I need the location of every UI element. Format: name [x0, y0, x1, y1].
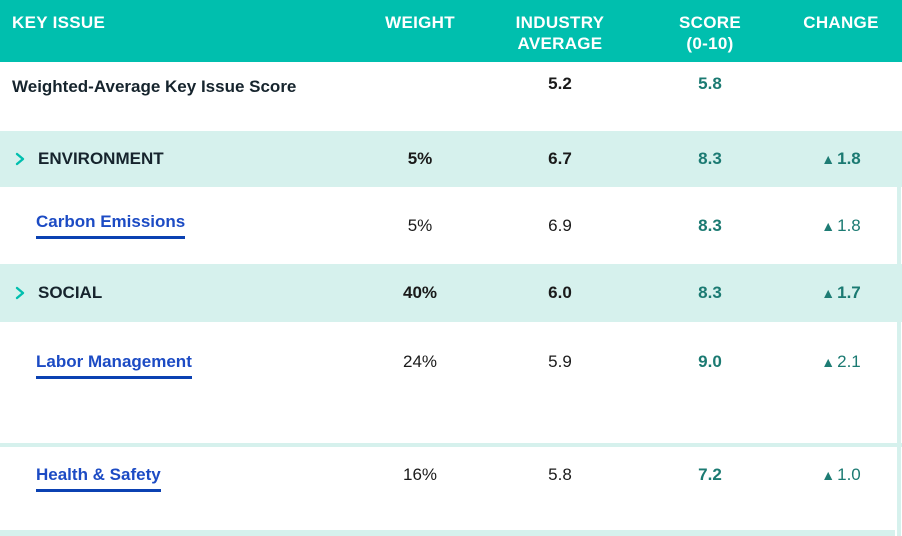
next-section-band [0, 530, 895, 536]
carbon-change-number: 1.8 [837, 215, 861, 235]
column-header-score-label: SCORE (0-10) [679, 13, 741, 53]
labor-score-value: 9.0 [698, 352, 722, 371]
carbon-industry-average-value: 6.9 [548, 215, 572, 235]
environment-change-value: ▲ 1.8 [780, 149, 902, 169]
health-safety-link[interactable]: Health & Safety [36, 465, 161, 492]
environment-score-value: 8.3 [698, 149, 722, 168]
vertical-scrollbar[interactable] [897, 131, 901, 536]
table-row-carbon-emissions: Carbon Emissions 5% 6.9 8.3 ▲ 1.8 [0, 187, 902, 264]
column-header-weight: WEIGHT [385, 13, 455, 32]
up-triangle-icon: ▲ [821, 467, 836, 483]
environment-change-number: 1.8 [837, 149, 861, 168]
carbon-change-value: ▲ 1.8 [780, 216, 902, 236]
carbon-weight-value: 5% [407, 215, 433, 235]
column-header-score: SCORE (0-10) [640, 0, 780, 54]
table-row-environment: ENVIRONMENT 5% 6.7 8.3 ▲ 1.8 [0, 131, 902, 187]
labor-management-link[interactable]: Labor Management [36, 352, 192, 379]
category-label-social: SOCIAL [38, 283, 103, 302]
up-triangle-icon: ▲ [821, 151, 836, 167]
labor-weight-value: 24% [402, 352, 438, 371]
social-change-number: 1.7 [837, 283, 861, 302]
column-header-industry-average-label: INDUSTRY AVERAGE [515, 13, 605, 53]
chevron-right-icon[interactable] [12, 151, 28, 167]
health-score-value: 7.2 [698, 465, 722, 484]
table-row-health-safety: Health & Safety 16% 5.8 7.2 ▲ 1.0 [0, 447, 902, 530]
up-triangle-icon: ▲ [821, 217, 836, 234]
labor-change-number: 2.1 [837, 352, 861, 371]
category-label-environment: ENVIRONMENT [38, 149, 164, 168]
carbon-emissions-link[interactable]: Carbon Emissions [36, 212, 186, 239]
summary-change-value [780, 62, 902, 73]
row-divider [0, 443, 902, 447]
social-industry-average-value: 6.0 [548, 283, 572, 302]
table-row-summary: Weighted-Average Key Issue Score 5.2 5.8 [0, 62, 902, 131]
social-change-value: ▲ 1.7 [780, 283, 902, 303]
column-header-industry-average: INDUSTRY AVERAGE [480, 0, 640, 54]
health-change-value: ▲ 1.0 [780, 447, 902, 485]
summary-industry-average-value: 5.2 [548, 74, 572, 93]
health-change-number: 1.0 [837, 465, 861, 484]
social-weight-value: 40% [402, 283, 438, 302]
column-header-change: CHANGE [803, 13, 879, 32]
environment-weight-value: 5% [407, 149, 433, 168]
labor-industry-average-value: 5.9 [548, 352, 572, 371]
up-triangle-icon: ▲ [821, 285, 836, 301]
social-score-value: 8.3 [698, 283, 722, 302]
summary-score-value: 5.8 [698, 74, 722, 93]
health-weight-value: 16% [402, 465, 438, 484]
summary-weight-value [360, 62, 480, 73]
chevron-right-icon[interactable] [12, 285, 28, 301]
table-row-labor-management: Labor Management 24% 5.9 9.0 ▲ 2.1 [0, 322, 902, 443]
labor-change-value: ▲ 2.1 [780, 322, 902, 372]
summary-row-label: Weighted-Average Key Issue Score [12, 77, 297, 96]
environment-industry-average-value: 6.7 [548, 149, 572, 168]
health-industry-average-value: 5.8 [548, 465, 572, 484]
table-row-social: SOCIAL 40% 6.0 8.3 ▲ 1.7 [0, 264, 902, 322]
table-header-row: KEY ISSUE WEIGHT INDUSTRY AVERAGE SCORE … [0, 0, 902, 62]
up-triangle-icon: ▲ [821, 354, 836, 370]
column-header-key-issue: KEY ISSUE [12, 13, 106, 32]
carbon-score-value: 8.3 [698, 215, 722, 235]
